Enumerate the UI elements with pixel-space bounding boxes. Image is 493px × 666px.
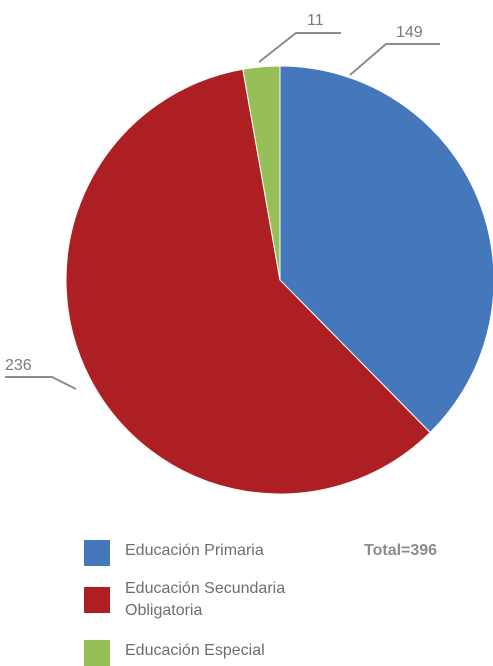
legend-label-secundaria: Educación Secundaria Obligatoria (125, 580, 286, 619)
total-label: Total=396 (364, 542, 438, 559)
slice-secundaria (65, 68, 431, 495)
leader-line-primaria (349, 43, 440, 76)
legend-item-secundaria: Educación Secundaria Obligatoria (84, 578, 310, 622)
legend-swatch-especial (84, 640, 110, 666)
legend-swatch-secundaria (84, 587, 110, 613)
legend-item-primaria: Educación Primaria (84, 540, 305, 566)
legend-label-primaria: Educación Primaria (125, 542, 264, 559)
legend-swatch-primaria (84, 540, 110, 566)
data-label-especial: 11 (307, 12, 324, 29)
data-label-secundaria: 236 (5, 357, 32, 374)
slice-especial (242, 65, 281, 281)
leader-line-especial (258, 32, 341, 63)
leader-line-secundaria (5, 376, 77, 390)
pie-chart: 149 236 11 (5, 12, 493, 495)
legend-item-especial: Educación Especial (84, 640, 305, 666)
legend-label-especial: Educación Especial (125, 642, 265, 659)
slice-primaria (279, 65, 493, 434)
data-label-primaria: 149 (396, 24, 423, 41)
